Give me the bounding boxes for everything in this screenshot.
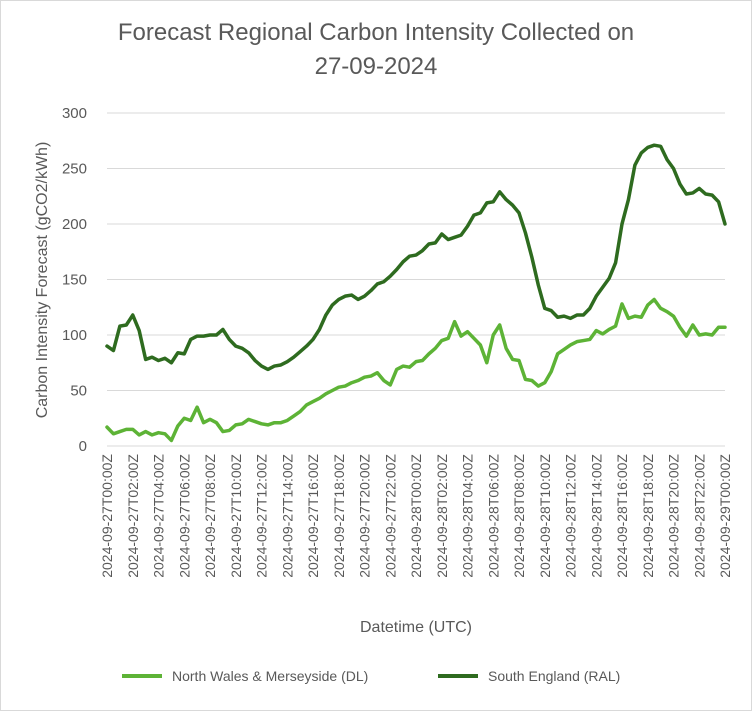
legend-swatch-south-england — [438, 674, 478, 678]
x-tick-label: 2024-09-27T00:00Z — [99, 454, 115, 578]
chart-title: Forecast Regional Carbon Intensity Colle… — [0, 16, 752, 84]
chart-title-line-2: 27-09-2024 — [314, 53, 438, 80]
x-tick-label: 2024-09-28T04:00Z — [460, 454, 476, 578]
x-tick-label: 2024-09-27T12:00Z — [254, 454, 270, 578]
x-axis-label: Datetime (UTC) — [360, 619, 472, 636]
x-tick-label: 2024-09-28T10:00Z — [537, 454, 553, 578]
y-tick-label: 100 — [62, 327, 87, 344]
x-tick-label: 2024-09-28T18:00Z — [640, 454, 656, 578]
series-line-north-wales — [105, 297, 727, 443]
x-tick-label: 2024-09-27T18:00Z — [331, 454, 347, 578]
x-tick-label: 2024-09-27T20:00Z — [357, 454, 373, 578]
gridlines — [107, 112, 725, 447]
x-tick-label: 2024-09-28T02:00Z — [434, 454, 450, 578]
y-tick-label: 250 — [62, 161, 87, 178]
legend-item-north-wales: North Wales & Merseyside (DL) — [122, 668, 368, 684]
legend-swatch-north-wales — [122, 674, 162, 678]
x-tick-label: 2024-09-27T22:00Z — [382, 454, 398, 578]
y-tick-label: 200 — [62, 216, 87, 233]
x-tick-label: 2024-09-27T08:00Z — [202, 454, 218, 578]
legend-label-north-wales: North Wales & Merseyside (DL) — [172, 668, 369, 684]
series-line-south-england — [105, 143, 727, 372]
x-tick-label: 2024-09-27T10:00Z — [228, 454, 244, 578]
x-tick-label: 2024-09-27T04:00Z — [151, 454, 167, 578]
x-tick-label: 2024-09-28T14:00Z — [588, 454, 604, 578]
x-tick-label: 2024-09-28T20:00Z — [666, 454, 682, 578]
y-tick-label: 50 — [70, 383, 87, 400]
y-axis-tick-labels: 0 50 100 150 200 250 300 — [62, 105, 87, 455]
x-tick-label: 2024-09-28T16:00Z — [614, 454, 630, 578]
chart-title-line-1: Forecast Regional Carbon Intensity Colle… — [117, 19, 635, 46]
x-axis-tick-labels: 2024-09-27T00:00Z 2024-09-27T02:00Z 2024-0… — [99, 454, 733, 578]
x-tick-label: 2024-09-28T12:00Z — [563, 454, 579, 578]
x-tick-label: 2024-09-27T16:00Z — [305, 454, 321, 578]
x-tick-label: 2024-09-28T22:00Z — [691, 454, 707, 578]
x-tick-label: 2024-09-27T02:00Z — [125, 454, 141, 578]
y-tick-label: 150 — [62, 272, 87, 289]
legend-label-south-england: South England (RAL) — [488, 668, 621, 684]
x-tick-label: 2024-09-28T08:00Z — [511, 454, 527, 578]
y-tick-label: 300 — [62, 105, 87, 122]
x-tick-label: 2024-09-27T14:00Z — [279, 454, 295, 578]
x-tick-label: 2024-09-27T06:00Z — [176, 454, 192, 578]
x-tick-label: 2024-09-28T00:00Z — [408, 454, 424, 578]
y-tick-label: 0 — [79, 438, 87, 455]
series-lines — [105, 143, 727, 443]
chart-legend: North Wales & Merseyside (DL) South Engl… — [0, 668, 752, 692]
x-tick-label: 2024-09-28T06:00Z — [485, 454, 501, 578]
legend-item-south-england: South England (RAL) — [438, 668, 620, 684]
y-axis-label: Carbon Intensity Forecast (gCO2/kWh) — [34, 142, 51, 419]
x-tick-label: 2024-09-29T00:00Z — [717, 454, 733, 578]
